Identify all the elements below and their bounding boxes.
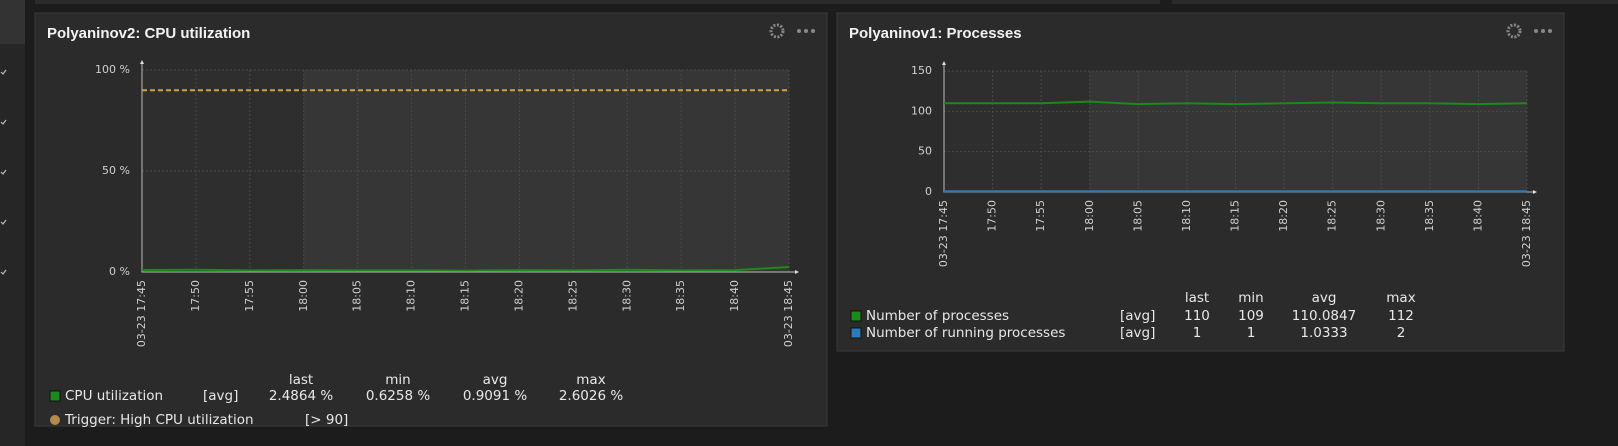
y-tick-label: 0 %: [109, 265, 130, 278]
legend-header: avg: [1312, 290, 1337, 306]
widget-title: Polyaninov2: CPU utilization: [47, 25, 250, 42]
legend-swatch: [49, 390, 61, 402]
y-tick-label: 50 %: [102, 164, 130, 177]
x-tick-label: 03-23 18:45: [782, 280, 795, 347]
legend-header: max: [576, 372, 605, 388]
x-tick-label: 18:10: [1180, 200, 1193, 232]
x-tick-label: 17:55: [243, 280, 256, 312]
legend-trigger-name: Trigger: High CPU utilization: [64, 412, 254, 428]
legend-stat: 0.6258 %: [366, 388, 431, 404]
y-tick-label: 150: [911, 64, 932, 77]
menu-dot: [811, 29, 815, 33]
axes: [141, 62, 797, 273]
check: [0, 219, 7, 225]
legend-stat: 110: [1184, 308, 1210, 324]
legend-stat: 2.4864 %: [269, 388, 334, 404]
legend-header: min: [1238, 290, 1263, 306]
legend-swatch: [850, 327, 862, 339]
legend-header: last: [289, 372, 313, 388]
gear-icon[interactable]: [1506, 23, 1522, 39]
x-tick-label: 18:20: [1277, 200, 1290, 232]
x-tick-label: 18:40: [728, 280, 741, 312]
x-tick-label: 17:50: [986, 200, 999, 232]
x-tick-label: 17:55: [1034, 200, 1047, 232]
x-tick-label: 18:20: [512, 280, 525, 312]
top-panel: [35, 0, 1160, 4]
gear-icon[interactable]: [769, 23, 785, 39]
legend-function: [avg]: [1120, 308, 1155, 324]
menu-dot: [1548, 29, 1552, 33]
legend-stat: 109: [1238, 308, 1264, 324]
x-tick-label: 18:30: [1374, 200, 1387, 232]
top-panel: [1172, 0, 1618, 4]
y-tick-label: 100: [911, 104, 932, 117]
menu-dot: [1534, 29, 1538, 33]
legend-function: [avg]: [203, 388, 238, 404]
legend-stat: 1: [1193, 325, 1202, 341]
check: [0, 119, 7, 125]
legend-name: CPU utilization: [65, 388, 163, 404]
menu-dot: [1541, 29, 1545, 33]
series-line: [141, 265, 790, 272]
legend-function: [avg]: [1120, 325, 1155, 341]
legend-name: Number of processes: [866, 308, 1009, 324]
widget-title: Polyaninov1: Processes: [849, 25, 1022, 42]
series-line: [944, 100, 1528, 106]
check: [0, 269, 7, 275]
menu-dot: [797, 29, 801, 33]
x-tick-label: 18:35: [674, 280, 687, 312]
sidebar-checks: [0, 69, 7, 275]
x-tick-label: 18:05: [1131, 200, 1144, 232]
x-tick-label: 18:25: [566, 280, 579, 312]
menu-dot: [804, 29, 808, 33]
y-tick-label: 0: [925, 185, 932, 198]
x-tick-label: 18:40: [1471, 200, 1484, 232]
x-tick-label: 03-23 17:45: [937, 200, 950, 267]
legend-stat: 2: [1397, 325, 1406, 341]
off-hours-area: [944, 71, 1090, 192]
x-tick-label: 18:25: [1326, 200, 1339, 232]
x-tick-label: 18:10: [405, 280, 418, 312]
x-tick-label: 18:15: [1229, 200, 1242, 232]
legend-swatch: [850, 310, 862, 322]
legend-header: avg: [483, 372, 508, 388]
legend-stat: 112: [1388, 308, 1414, 324]
legend-header: max: [1386, 290, 1415, 306]
x-tick-label: 03-23 18:45: [1520, 200, 1533, 267]
x-tick-label: 18:15: [459, 280, 472, 312]
x-tick-label: 18:35: [1423, 200, 1436, 232]
x-tick-label: 17:50: [189, 280, 202, 312]
x-tick-label: 03-23 17:45: [135, 280, 148, 347]
legend-header: last: [1185, 290, 1209, 306]
legend-trigger-marker: [50, 415, 60, 425]
legend-header: min: [385, 372, 410, 388]
x-tick-label: 18:00: [297, 280, 310, 312]
legend-stat: 0.9091 %: [463, 388, 528, 404]
y-tick-label: 50: [918, 145, 932, 158]
legend-name: Number of running processes: [866, 325, 1065, 341]
legend-stat: 1: [1247, 325, 1256, 341]
x-tick-label: 18:00: [1083, 200, 1096, 232]
y-tick-label: 100 %: [95, 63, 130, 76]
legend-trigger-label: [> 90]: [305, 412, 348, 428]
legend-stat: 2.6026 %: [559, 388, 624, 404]
check: [0, 169, 7, 175]
legend-stat: 1.0333: [1300, 325, 1347, 341]
check: [0, 69, 7, 75]
x-tick-label: 18:05: [351, 280, 364, 312]
x-tick-label: 18:30: [620, 280, 633, 312]
legend-stat: 110.0847: [1292, 308, 1356, 324]
sidebar-item: [0, 0, 25, 44]
